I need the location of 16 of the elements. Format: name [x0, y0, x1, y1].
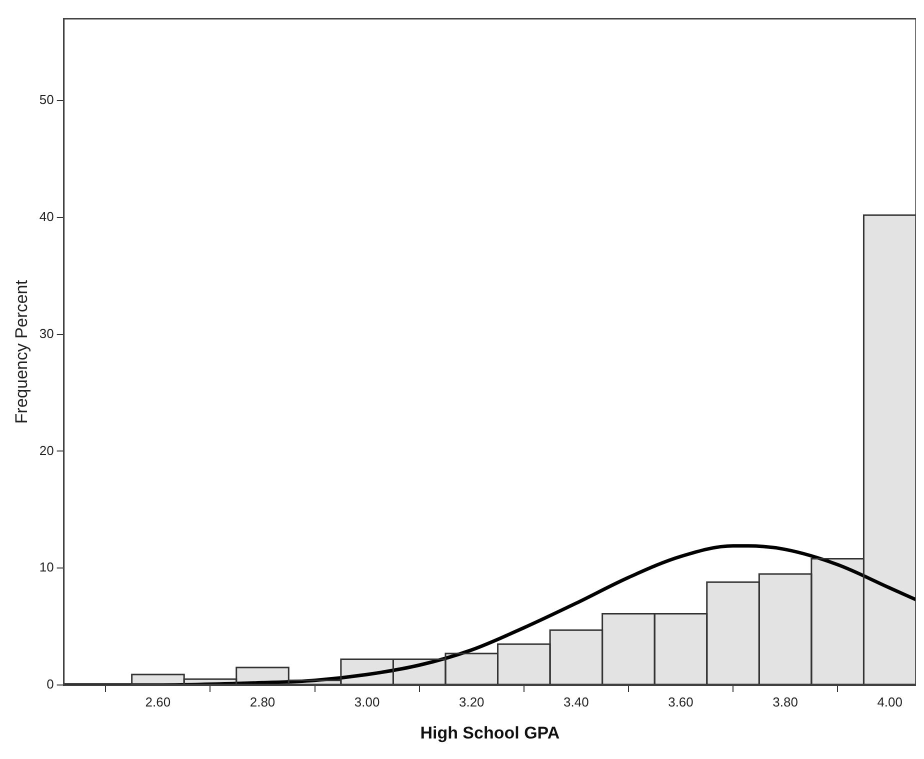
- y-tick-label: 40: [39, 209, 54, 224]
- y-axis-title: Frequency Percent: [12, 280, 31, 424]
- y-tick-label: 30: [39, 326, 54, 341]
- x-tick-label: 3.60: [668, 694, 694, 710]
- x-axis-title: High School GPA: [420, 723, 560, 742]
- y-tick-label: 20: [39, 442, 54, 458]
- x-tick-label: 3.20: [458, 694, 484, 710]
- x-tick-label: 3.00: [354, 694, 380, 710]
- y-tick-label: 0: [46, 676, 54, 692]
- x-tick-label: 3.80: [772, 694, 798, 710]
- y-tick-label: 50: [39, 92, 54, 108]
- x-tick-label: 3.40: [564, 694, 589, 710]
- x-tick-label: 2.80: [250, 694, 276, 710]
- x-tick-label: 4.00: [877, 694, 903, 710]
- x-tick-label: 2.60: [145, 694, 171, 710]
- y-tick-label: 10: [39, 560, 54, 575]
